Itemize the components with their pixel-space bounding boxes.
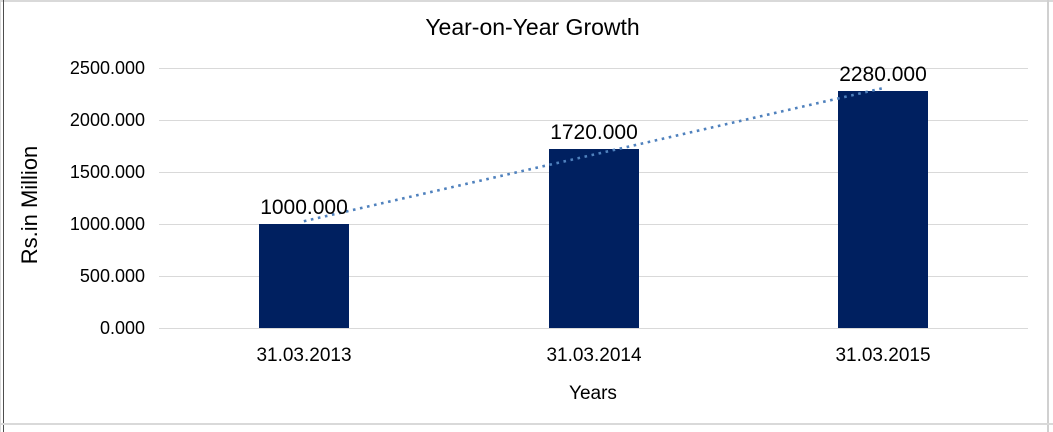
- bar-value-label: 1000.000: [260, 196, 348, 219]
- bar: [549, 149, 639, 328]
- bar: [838, 91, 928, 328]
- bar-value-label: 2280.000: [839, 63, 927, 86]
- y-tick-label: 0.000: [99, 318, 145, 338]
- x-category-label: 31.03.2015: [835, 345, 931, 366]
- gridline: [159, 328, 1028, 329]
- chart-title: Year-on-Year Growth: [425, 14, 640, 40]
- y-tick-label: 1000.000: [69, 214, 145, 234]
- bar: [259, 224, 349, 328]
- frame-border-right: [1047, 0, 1049, 432]
- y-tick-label: 1500.000: [69, 162, 145, 182]
- bar-value-label: 1720.000: [550, 121, 638, 144]
- frame-border-bottom: [0, 423, 1053, 425]
- y-tick-label: 500.000: [79, 266, 145, 286]
- gridline: [159, 68, 1028, 69]
- y-tick-label: 2500.000: [69, 58, 145, 78]
- y-tick-label: 2000.000: [69, 110, 145, 130]
- frame-border-top: [0, 0, 1053, 2]
- x-category-label: 31.03.2014: [546, 345, 642, 366]
- x-category-label: 31.03.2013: [256, 345, 352, 366]
- x-axis-title: Years: [569, 383, 617, 404]
